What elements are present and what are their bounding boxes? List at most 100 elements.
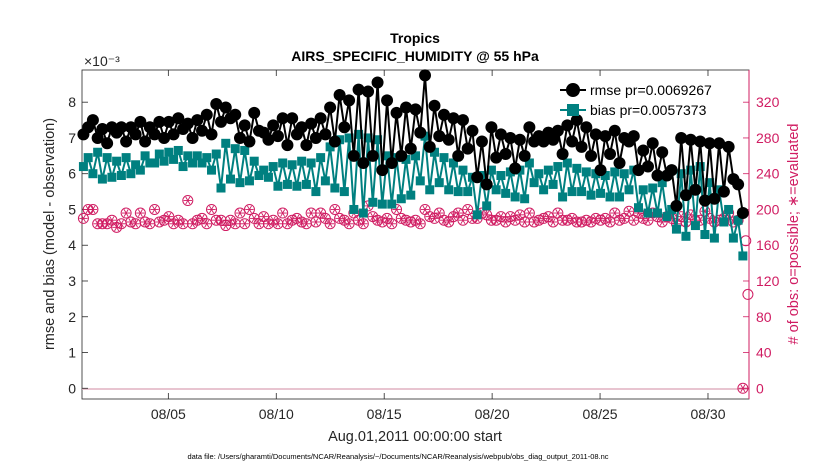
bias-marker	[662, 212, 672, 222]
bias-marker	[577, 187, 587, 197]
obs-evaluated-marker	[373, 216, 382, 225]
bias-marker	[610, 167, 620, 177]
rmse-marker	[300, 139, 313, 152]
rmse-marker	[381, 94, 394, 107]
bias-marker	[116, 170, 126, 180]
obs-possible-marker	[206, 203, 218, 215]
y2-tick-label: 200	[756, 201, 780, 217]
obs-evaluated-marker	[325, 219, 335, 228]
rmse-marker	[437, 108, 450, 121]
rmse-marker	[305, 117, 318, 130]
rmse-marker	[390, 106, 403, 119]
rmse-marker	[281, 139, 294, 152]
legend-rmse-marker	[566, 83, 580, 97]
x-axis-label: Aug.01,2011 00:00:00 start	[328, 429, 502, 445]
bias-marker	[320, 176, 330, 186]
obs-possible-marker	[637, 212, 649, 224]
obs-evaluated-marker	[629, 216, 638, 225]
obs-evaluated-marker	[235, 209, 245, 217]
rmse-marker	[485, 121, 498, 134]
bias-marker	[225, 174, 235, 184]
rmse-marker	[385, 156, 398, 169]
obs-evaluated-marker	[197, 214, 207, 223]
bias-marker	[596, 188, 606, 198]
bias-marker	[339, 187, 349, 197]
rmse-marker	[632, 164, 645, 177]
bias-marker	[207, 165, 217, 175]
y-axis-label: rmse and bias (model - observation)	[42, 118, 58, 350]
bias-marker	[183, 151, 193, 161]
rmse-marker	[295, 121, 308, 134]
obs-possible-marker	[277, 207, 289, 219]
bias-marker	[681, 231, 691, 241]
rmse-marker	[480, 178, 493, 191]
obs-evaluated-marker	[330, 205, 340, 214]
obs-evaluated-marker	[496, 212, 506, 221]
x-tick-label: 08/25	[583, 406, 618, 422]
rmse-marker	[404, 142, 417, 155]
rmse-marker	[651, 169, 664, 182]
bias-marker	[510, 192, 520, 202]
obs-evaluated-marker	[444, 218, 453, 226]
obs-evaluated-marker	[155, 218, 164, 226]
bias-marker	[192, 151, 202, 161]
bias-marker	[548, 179, 558, 189]
obs-possible-marker	[329, 203, 341, 215]
y-tick-label: 6	[68, 166, 76, 182]
obs-possible-marker	[343, 218, 355, 230]
obs-evaluated-marker	[482, 210, 491, 219]
obs-possible-marker	[395, 212, 407, 224]
rmse-marker	[243, 135, 256, 148]
rmse-marker	[347, 149, 360, 162]
rmse-marker	[556, 148, 569, 161]
y-tick-label: 7	[68, 130, 76, 146]
rmse-marker	[139, 135, 152, 148]
rmse-marker	[656, 146, 669, 159]
bias-marker	[330, 183, 340, 193]
bias-marker	[529, 178, 539, 188]
bias-marker	[88, 169, 98, 179]
obs-evaluated-marker	[145, 219, 155, 228]
bias-marker	[263, 172, 273, 182]
rmse-marker	[504, 131, 517, 144]
rmse-marker	[561, 119, 574, 132]
bias-marker	[173, 145, 183, 155]
rmse-marker	[219, 101, 232, 114]
bias-marker	[633, 203, 643, 213]
rmse-marker	[637, 144, 650, 157]
obs-possible-marker	[533, 214, 545, 226]
obs-evaluated-marker	[311, 218, 321, 226]
obs-evaluated-marker	[344, 219, 354, 228]
obs-evaluated-marker	[221, 221, 230, 230]
bias-marker	[638, 185, 648, 195]
rmse-marker	[608, 124, 621, 137]
y2-tick-label: 160	[756, 237, 780, 253]
bias-marker	[126, 169, 136, 179]
bias-marker	[439, 153, 449, 163]
rmse-marker	[698, 194, 711, 207]
rmse-marker	[570, 114, 583, 127]
obs-evaluated-marker	[259, 212, 268, 221]
bias-marker	[373, 135, 383, 145]
y-tick-label: 3	[68, 273, 76, 289]
obs-possible-marker	[414, 218, 426, 230]
rmse-marker	[613, 156, 626, 169]
footnote: data file: /Users/gharamti/Documents/NCA…	[187, 452, 608, 461]
legend: rmse pr=0.0069267 bias pr=0.0057373	[560, 82, 712, 118]
bias-marker	[230, 144, 240, 154]
obs-possible-marker	[120, 207, 132, 219]
obs-evaluated-marker	[563, 216, 572, 225]
obs-evaluated-marker	[216, 216, 226, 225]
rmse-marker	[523, 121, 536, 134]
bias-marker	[486, 165, 496, 175]
series-layer	[77, 69, 754, 394]
obs-evaluated-marker	[582, 216, 591, 225]
obs-possible-marker	[149, 203, 161, 215]
obs-evaluated-marker	[136, 209, 145, 217]
y-tick-label: 2	[68, 309, 76, 325]
rmse-marker	[120, 135, 133, 148]
bias-marker	[463, 187, 473, 197]
bias-marker	[396, 194, 406, 204]
obs-evaluated-marker	[463, 205, 472, 214]
